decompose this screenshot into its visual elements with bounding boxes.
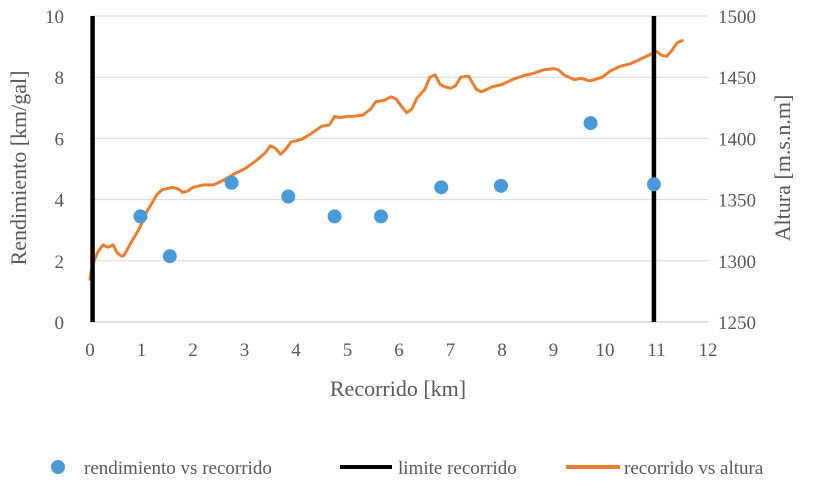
efficiency-point	[373, 209, 388, 224]
efficiency-point	[224, 175, 239, 190]
efficiency-points-layer	[133, 116, 661, 264]
x-tick-label: 2	[188, 340, 198, 361]
x-tick-label: 10	[596, 340, 615, 361]
efficiency-point	[646, 177, 661, 192]
x-tick-label: 0	[85, 340, 95, 361]
y-left-tick-label: 10	[45, 7, 64, 28]
x-tick-label: 4	[291, 340, 301, 361]
efficiency-point	[583, 116, 598, 131]
altitude-line-layer	[88, 39, 684, 281]
x-tick-label: 12	[699, 340, 718, 361]
y-right-tick-label: 1450	[718, 68, 756, 89]
x-tick-labels: 0 1 2 3 4 5 6 7 8 9 10 11 12	[85, 340, 717, 361]
x-tick-label: 7	[446, 340, 456, 361]
x-tick-label: 1	[137, 340, 147, 361]
legend-marker-rendimiento	[51, 460, 65, 474]
y-left-tick-label: 2	[55, 252, 65, 273]
efficiency-point	[327, 209, 342, 224]
x-tick-label: 6	[394, 340, 404, 361]
y-right-tick-label: 1300	[718, 252, 756, 273]
legend-label-limite: limite recorrido	[398, 458, 517, 479]
efficiency-point	[434, 180, 449, 195]
x-tick-label: 5	[343, 340, 353, 361]
altitude-series-line	[88, 39, 684, 281]
limit-lines-layer	[90, 16, 657, 322]
y-right-tick-label: 1500	[718, 7, 756, 28]
x-tick-label: 11	[647, 340, 665, 361]
x-tick-label: 8	[497, 340, 507, 361]
legend-label-rendimiento: rendimiento vs recorrido	[84, 458, 272, 479]
y-right-tick-label: 1250	[718, 313, 756, 334]
y-left-tick-labels: 0 2 4 6 8 10	[45, 7, 65, 334]
y-left-tick-label: 8	[55, 68, 65, 89]
y-left-tick-label: 4	[55, 191, 65, 212]
x-tick-label: 9	[549, 340, 559, 361]
y-left-tick-label: 6	[55, 129, 65, 150]
legend: rendimiento vs recorrido limite recorrid…	[51, 458, 764, 479]
x-tick-label: 3	[240, 340, 250, 361]
x-axis-title: Recorrido [km]	[330, 376, 466, 401]
y-right-tick-label: 1400	[718, 129, 756, 150]
gridlines	[90, 15, 708, 323]
y-left-axis-title: Rendimiento [km/gal]	[6, 71, 31, 266]
efficiency-point	[133, 209, 148, 224]
y-right-axis-title: Altura [m.s.n.m]	[770, 95, 795, 242]
efficiency-point	[281, 189, 296, 204]
y-right-tick-label: 1350	[718, 191, 756, 212]
efficiency-point	[162, 249, 177, 264]
efficiency-point	[493, 178, 508, 193]
legend-label-recorrido-altura: recorrido vs altura	[624, 458, 764, 479]
y-left-tick-label: 0	[55, 313, 65, 334]
y-right-tick-labels: 1250 1300 1350 1400 1450 1500	[718, 7, 756, 334]
